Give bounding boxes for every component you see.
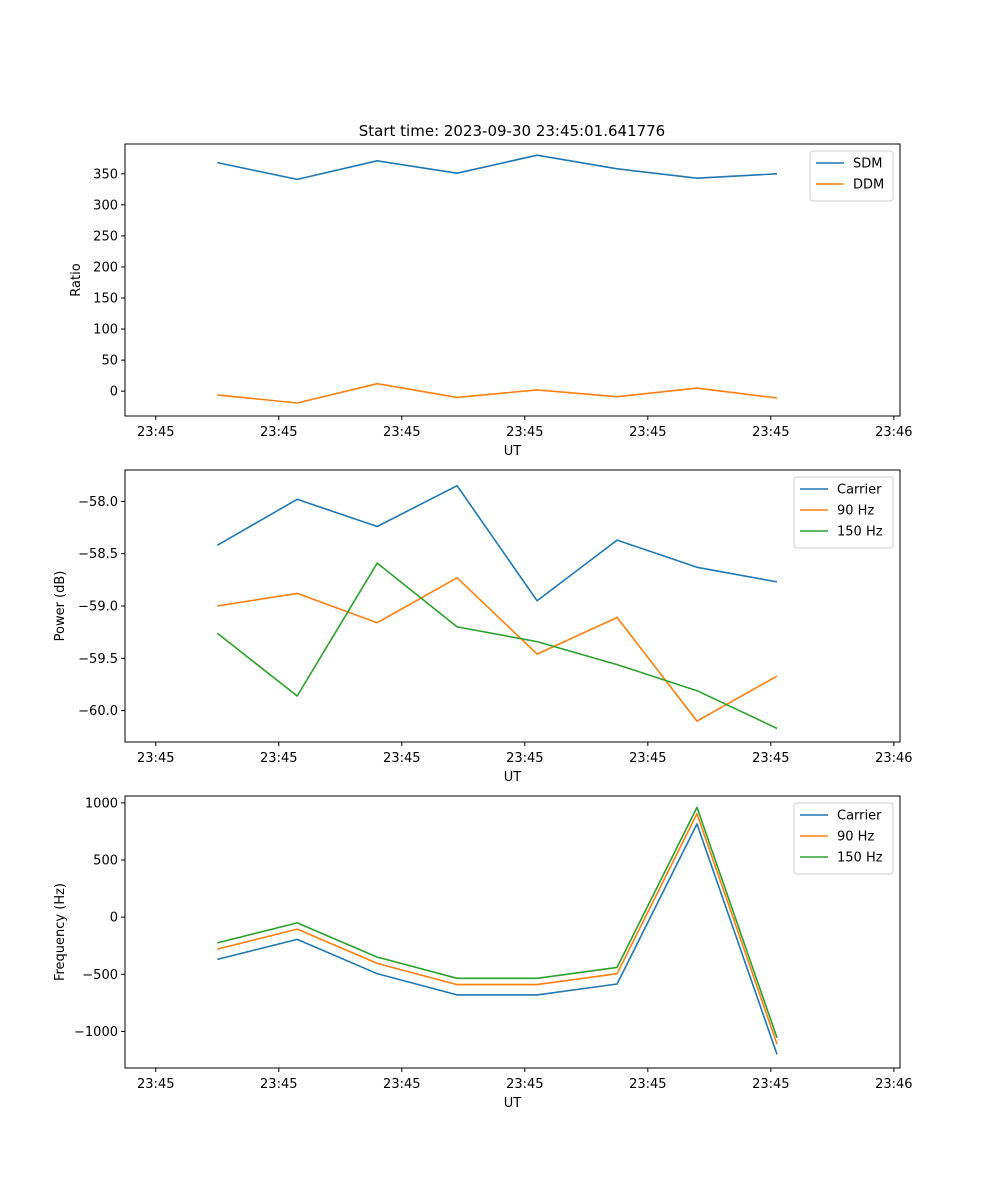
x-tick-label: 23:45 — [629, 1077, 666, 1092]
x-tick-label: 23:45 — [137, 1077, 174, 1092]
legend-label: DDM — [853, 178, 884, 193]
y-tick-label: 350 — [93, 167, 118, 182]
series-line-sdm — [217, 154, 778, 181]
x-axis-label: UT — [504, 444, 522, 459]
y-tick-label: −500 — [82, 968, 118, 983]
legend-label: 90 Hz — [837, 830, 874, 845]
x-tick-label: 23:45 — [260, 1077, 297, 1092]
x-tick-label: 23:45 — [752, 425, 789, 440]
x-tick-label: 23:46 — [875, 751, 912, 766]
x-axis-label: UT — [504, 770, 522, 785]
x-tick-label: 23:45 — [752, 1077, 789, 1092]
y-tick-label: 0 — [110, 385, 118, 400]
figure-title: Start time: 2023-09-30 23:45:01.641776 — [359, 122, 665, 140]
x-tick-label: 23:45 — [629, 425, 666, 440]
x-tick-label: 23:46 — [875, 1077, 912, 1092]
series-line-150-hz — [217, 806, 778, 1038]
plots: 23:45 23:45 23:45 23:45 23:45 23:45 23:46 0 50 10… — [53, 143, 913, 1111]
y-tick-label: −60.0 — [78, 704, 118, 719]
x-tick-label: 23:45 — [506, 425, 543, 440]
y-tick-label: −59.5 — [78, 652, 118, 667]
y-tick-label: 1000 — [85, 796, 118, 811]
chart-panel-1: 23:45 23:45 23:45 23:45 23:45 23:45 23:46 0 50 10… — [69, 143, 913, 459]
y-tick-label: 50 — [101, 354, 118, 369]
axes-frame — [124, 143, 901, 417]
x-tick-label: 23:45 — [137, 751, 174, 766]
y-tick-label: 500 — [93, 854, 118, 869]
series-line-90-hz — [217, 812, 778, 1045]
x-tick-label: 23:45 — [506, 751, 543, 766]
y-tick-label: −1000 — [74, 1025, 118, 1040]
y-axis-label: Ratio — [69, 263, 84, 296]
axes-frame — [124, 795, 901, 1069]
y-tick-label: 250 — [93, 229, 118, 244]
y-tick-label: 0 — [110, 911, 118, 926]
legend-label: 150 Hz — [837, 851, 883, 866]
y-tick-label: 300 — [93, 198, 118, 213]
x-tick-label: 23:46 — [875, 425, 912, 440]
legend: SDM DDM — [809, 150, 894, 202]
y-tick-label: −59.0 — [78, 600, 118, 615]
y-tick-label: −58.5 — [78, 547, 118, 562]
series-line-150-hz — [216, 562, 778, 730]
x-tick-label: 23:45 — [629, 751, 666, 766]
legend-label: 150 Hz — [837, 525, 883, 540]
legend: Carrier 90 Hz 150 Hz — [793, 476, 894, 549]
series-line-carrier — [217, 823, 778, 1055]
axes-frame — [124, 469, 901, 743]
y-tick-label: 150 — [93, 292, 118, 307]
legend-label: 90 Hz — [837, 504, 874, 519]
x-tick-label: 23:45 — [260, 425, 297, 440]
series-line-carrier — [216, 484, 778, 602]
x-tick-label: 23:45 — [383, 751, 420, 766]
series-line-90-hz — [217, 576, 778, 722]
legend-label: Carrier — [837, 483, 882, 498]
x-tick-label: 23:45 — [506, 1077, 543, 1092]
series-line-ddm — [217, 382, 778, 404]
x-tick-label: 23:45 — [383, 1077, 420, 1092]
chart-panel-2: 23:45 23:45 23:45 23:45 23:45 23:45 23:46 −60.0… — [53, 469, 913, 785]
y-tick-label: 200 — [93, 260, 118, 275]
legend: Carrier 90 Hz 150 Hz — [793, 802, 894, 875]
x-tick-label: 23:45 — [137, 425, 174, 440]
x-tick-label: 23:45 — [383, 425, 420, 440]
y-tick-label: −58.0 — [78, 495, 118, 510]
x-tick-label: 23:45 — [752, 751, 789, 766]
y-tick-label: 100 — [93, 323, 118, 338]
x-axis-label: UT — [504, 1096, 522, 1111]
legend-label: Carrier — [837, 809, 882, 824]
y-axis-label: Frequency (Hz) — [53, 883, 68, 981]
legend-label: SDM — [853, 157, 882, 172]
chart-panel-3: 23:45 23:45 23:45 23:45 23:45 23:45 23:46 −1000… — [53, 795, 913, 1111]
y-axis-label: Power (dB) — [53, 571, 68, 642]
x-tick-label: 23:45 — [260, 751, 297, 766]
